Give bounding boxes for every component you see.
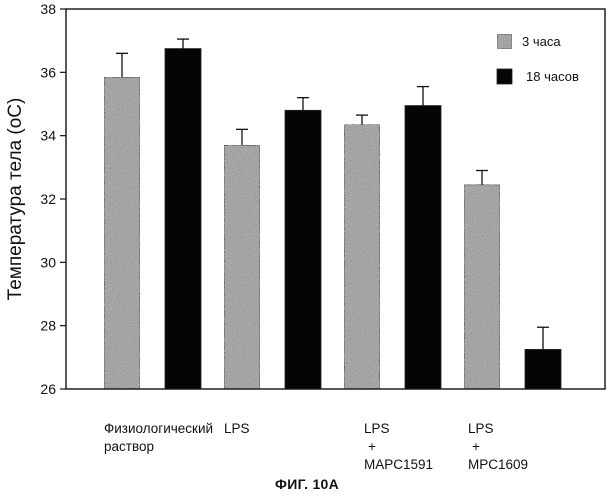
bar-series1-0 <box>103 76 141 390</box>
y-tick-label: 28 <box>40 318 56 334</box>
category-label-line: + <box>368 439 376 454</box>
bar-series1-2 <box>343 124 381 390</box>
category-label-line: LPS <box>224 421 250 436</box>
bar-chart: 26 28 30 32 34 36 38 Физиологический раствор LPS… <box>5 1 606 472</box>
y-tick-label: 32 <box>40 191 56 207</box>
bar-series1-1 <box>223 144 261 390</box>
legend-label-1: 18 часов <box>526 69 579 84</box>
category-label-1: LPS <box>224 421 250 436</box>
legend-swatch-0 <box>496 33 513 50</box>
plot-area <box>103 38 562 390</box>
y-axis-label: Температура тела (оС) <box>5 98 26 301</box>
legend: 3 часа 18 часов <box>496 33 579 85</box>
legend-swatch-1 <box>496 68 513 85</box>
bar-series2-3 <box>524 349 562 390</box>
category-label-line: Физиологический <box>104 421 213 436</box>
bar-series2-1 <box>284 109 322 390</box>
category-label-line: + <box>472 439 480 454</box>
bar-series2-0 <box>164 48 202 390</box>
legend-label-0: 3 часа <box>522 34 561 49</box>
y-tick-label: 34 <box>40 128 56 144</box>
y-tick-label: 36 <box>40 64 56 80</box>
bar-series1-3 <box>463 184 501 390</box>
category-label-line: MAPC1591 <box>364 457 433 470</box>
category-label-0: Физиологический раствор <box>104 421 213 454</box>
category-label-line: раствор <box>104 439 154 454</box>
category-label-line: LPS <box>468 421 494 436</box>
figure-caption: ФИГ. 10А <box>274 476 340 492</box>
y-tick-label: 38 <box>40 1 56 17</box>
category-label-line: LPS <box>364 421 390 436</box>
y-tick-label: 30 <box>40 254 56 270</box>
axes: 26 28 30 32 34 36 38 <box>40 1 606 397</box>
category-label-3: LPS + MPC1609 <box>468 421 528 472</box>
category-label-line: MPC1609 <box>468 457 528 470</box>
plot-frame <box>65 8 606 390</box>
bar-series2-2 <box>404 105 442 390</box>
y-tick-label: 26 <box>40 381 56 397</box>
category-label-2: LPS + MAPC1591 <box>364 421 433 472</box>
